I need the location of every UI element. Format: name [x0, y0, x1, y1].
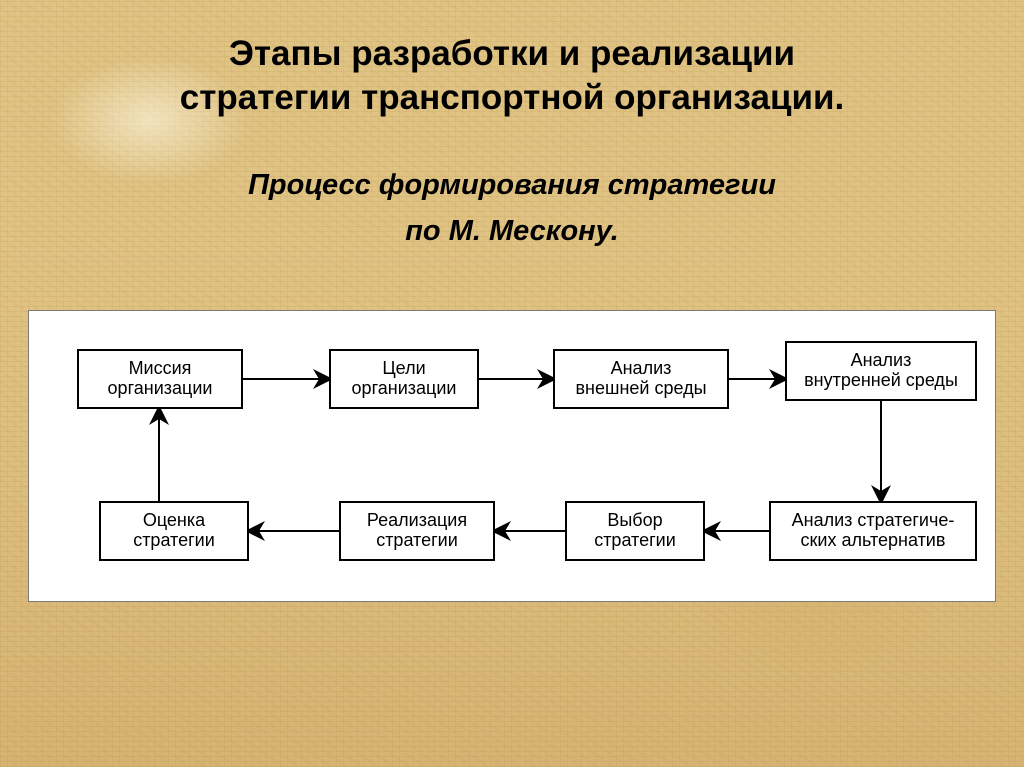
flowchart-frame: МиссияорганизацииЦелиорганизацииАнализвн…: [28, 310, 996, 602]
node-label-line1: Анализ: [611, 358, 672, 378]
flow-node-n3: Анализвнешней среды: [553, 349, 729, 409]
node-label-line1: Анализ стратегиче-: [792, 510, 955, 530]
node-label-line2: внутренней среды: [804, 370, 958, 390]
node-label-line2: стратегии: [133, 530, 215, 550]
slide-subtitle: Процесс формирования стратегии по М. Мес…: [0, 162, 1024, 255]
flow-node-n4: Анализвнутренней среды: [785, 341, 977, 401]
node-label-line2: стратегии: [376, 530, 458, 550]
node-label-line1: Миссия: [129, 358, 192, 378]
subtitle-line-1: Процесс формирования стратегии: [248, 169, 776, 201]
node-label-line1: Анализ: [851, 350, 912, 370]
node-label-line1: Оценка: [143, 510, 205, 530]
title-line-1: Этапы разработки и реализации: [229, 34, 795, 73]
slide: Этапы разработки и реализации стратегии …: [0, 0, 1024, 767]
flow-node-n7: Реализациястратегии: [339, 501, 495, 561]
node-label-line2: стратегии: [594, 530, 676, 550]
subtitle-line-2: по М. Мескону.: [405, 215, 619, 247]
node-label-line2: ских альтернатив: [801, 530, 946, 550]
node-label-line2: организации: [352, 378, 457, 398]
title-line-2: стратегии транспортной организации.: [180, 78, 844, 117]
node-label-line2: внешней среды: [575, 378, 706, 398]
flow-node-n2: Целиорганизации: [329, 349, 479, 409]
slide-title: Этапы разработки и реализации стратегии …: [0, 0, 1024, 120]
node-label-line2: организации: [108, 378, 213, 398]
flow-node-n5: Анализ стратегиче-ских альтернатив: [769, 501, 977, 561]
node-label-line1: Реализация: [367, 510, 467, 530]
flow-node-n8: Оценкастратегии: [99, 501, 249, 561]
flow-node-n1: Миссияорганизации: [77, 349, 243, 409]
flow-node-n6: Выборстратегии: [565, 501, 705, 561]
node-label-line1: Выбор: [607, 510, 662, 530]
node-label-line1: Цели: [382, 358, 425, 378]
